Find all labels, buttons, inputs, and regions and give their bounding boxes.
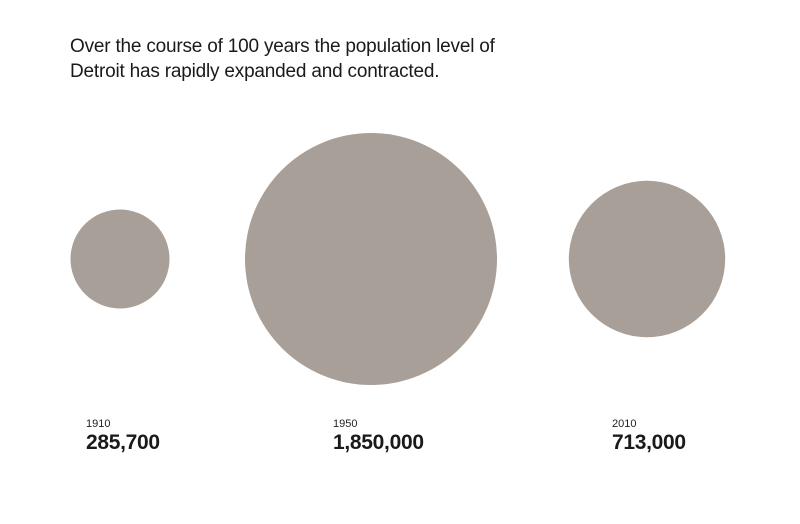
bubble-1950 <box>245 133 497 385</box>
label-1910: 1910 285,700 <box>86 417 160 455</box>
population-value: 713,000 <box>612 431 686 454</box>
year-label: 1950 <box>333 418 358 430</box>
bubble-2010 <box>568 180 726 338</box>
chart-title: Over the course of 100 years the populat… <box>70 36 495 82</box>
population-value: 1,850,000 <box>333 431 424 454</box>
population-value: 285,700 <box>86 431 160 454</box>
label-2010: 2010 713,000 <box>612 417 686 455</box>
label-1950: 1950 1,850,000 <box>333 417 424 455</box>
year-label: 1910 <box>86 418 111 430</box>
bubble-1910 <box>70 209 170 309</box>
year-label: 2010 <box>612 418 637 430</box>
